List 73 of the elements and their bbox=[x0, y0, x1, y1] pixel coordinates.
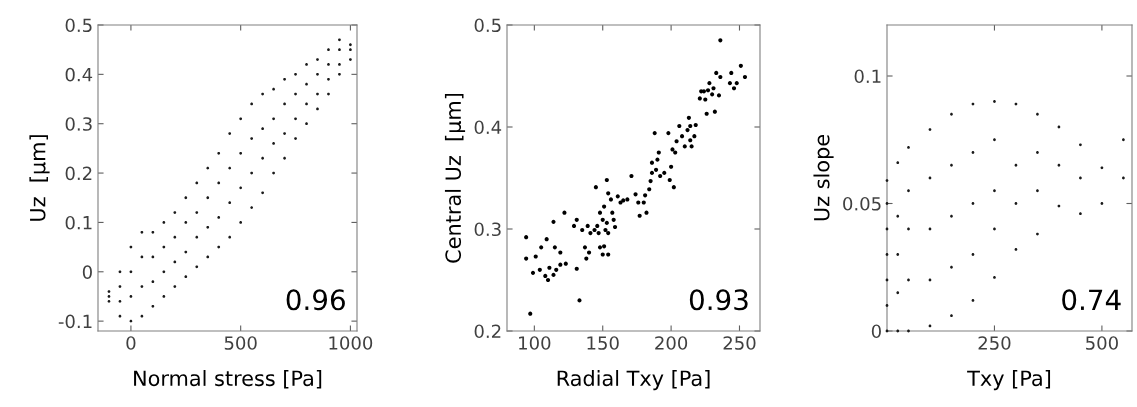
point bbox=[907, 146, 910, 149]
point bbox=[907, 189, 910, 193]
point bbox=[896, 291, 900, 295]
annotation: 0.93 bbox=[689, 289, 748, 311]
y-tick-label: 0 bbox=[82, 265, 92, 279]
y-tick-label: 0.5 bbox=[474, 18, 501, 33]
point bbox=[896, 161, 900, 165]
x-tick-label: 500 bbox=[1086, 336, 1118, 350]
point bbox=[1100, 202, 1104, 205]
point bbox=[1036, 112, 1039, 116]
point bbox=[885, 202, 889, 205]
x-tick-label: 250 bbox=[978, 336, 1011, 350]
x-axis-title: Radial Txy [Pa] bbox=[557, 370, 710, 391]
point bbox=[1014, 202, 1018, 205]
point bbox=[1122, 138, 1125, 142]
x-tick-label: 100 bbox=[519, 336, 551, 350]
point bbox=[928, 128, 932, 131]
x-tick-label: 200 bbox=[655, 336, 688, 350]
y-tick-label: 0.2 bbox=[65, 166, 92, 181]
point bbox=[1036, 151, 1039, 154]
point bbox=[993, 189, 996, 193]
x-tick-label: 0 bbox=[126, 336, 136, 350]
y-tick-label: 0.2 bbox=[474, 324, 501, 339]
point bbox=[1079, 143, 1082, 147]
point bbox=[993, 138, 996, 142]
point bbox=[1122, 176, 1125, 180]
y-tick-label: 0.5 bbox=[65, 18, 92, 33]
y-tick-label: 0.05 bbox=[843, 196, 881, 211]
y-tick-label: 0.1 bbox=[854, 69, 881, 84]
point bbox=[993, 227, 996, 231]
point bbox=[971, 202, 975, 205]
y-tick-label: 0.4 bbox=[65, 67, 93, 82]
y-tick-label: 0.4 bbox=[474, 120, 502, 135]
point bbox=[885, 179, 889, 182]
y-tick-label: 0.3 bbox=[65, 117, 92, 131]
y-tick-label: 0.1 bbox=[65, 215, 92, 230]
point bbox=[1036, 232, 1039, 236]
point bbox=[896, 253, 900, 256]
x-tick-label: 1000 bbox=[329, 336, 373, 350]
y-axis-title: Uz [µm] bbox=[29, 135, 50, 221]
point bbox=[950, 265, 953, 269]
x-tick-label: 150 bbox=[587, 336, 619, 350]
x-tick-label: 250 bbox=[723, 336, 756, 350]
point bbox=[1036, 189, 1039, 193]
point bbox=[950, 214, 953, 218]
point bbox=[971, 299, 975, 302]
x-axis-title: Txy [Pa] bbox=[967, 370, 1051, 391]
point bbox=[907, 329, 910, 333]
point bbox=[907, 227, 910, 231]
point bbox=[885, 253, 889, 256]
point bbox=[1079, 212, 1082, 216]
point bbox=[971, 253, 975, 256]
point bbox=[971, 151, 975, 154]
annotation: 0.74 bbox=[1062, 289, 1121, 311]
annotation: 0.96 bbox=[286, 289, 345, 311]
point bbox=[950, 112, 953, 116]
point bbox=[885, 304, 889, 307]
point bbox=[993, 276, 996, 279]
point bbox=[896, 329, 900, 333]
y-tick-label: 0 bbox=[871, 324, 881, 339]
point bbox=[1014, 248, 1018, 251]
y-axis-title: Uz slope bbox=[813, 134, 834, 221]
y-tick-label: 0.3 bbox=[474, 222, 501, 237]
point bbox=[950, 163, 953, 167]
x-tick-label: 500 bbox=[224, 336, 257, 350]
y-axis-title: Central Uz [µm] bbox=[444, 93, 466, 263]
point bbox=[950, 314, 953, 318]
point bbox=[1079, 176, 1082, 180]
point bbox=[993, 100, 996, 103]
x-axis-title: Normal stress [Pa] bbox=[134, 370, 322, 389]
y-tick-label: -0.1 bbox=[58, 314, 92, 329]
point bbox=[907, 278, 910, 282]
point bbox=[896, 214, 900, 218]
